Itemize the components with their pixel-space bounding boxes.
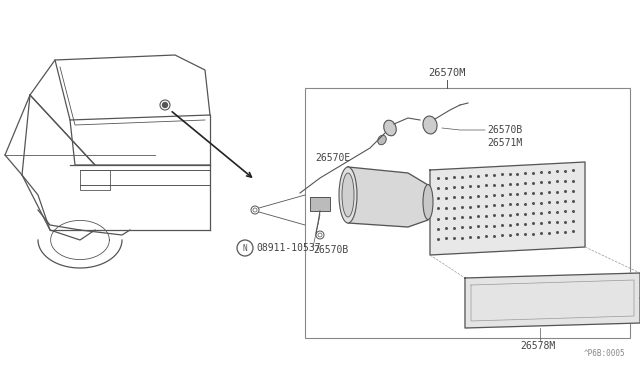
Bar [305,88,630,338]
Text: 26570B: 26570B [487,125,522,135]
Text: N: N [243,244,247,253]
Ellipse shape [384,120,396,136]
Text: 26570M: 26570M [428,68,466,78]
Ellipse shape [423,185,433,219]
Ellipse shape [378,135,387,145]
Text: ^P6B:0005: ^P6B:0005 [584,349,625,358]
Text: 26578M: 26578M [520,341,556,351]
Text: 26570E: 26570E [315,153,350,163]
Bar [310,197,330,211]
Ellipse shape [342,173,354,217]
Ellipse shape [339,167,357,223]
Bar [80,170,110,190]
Text: 26571M: 26571M [487,138,522,148]
Polygon shape [348,167,428,227]
Ellipse shape [423,116,437,134]
Text: 08911-10537: 08911-10537 [256,243,321,253]
Circle shape [163,103,168,108]
Text: 26570B: 26570B [313,245,348,255]
Polygon shape [430,162,585,255]
Polygon shape [465,273,640,328]
